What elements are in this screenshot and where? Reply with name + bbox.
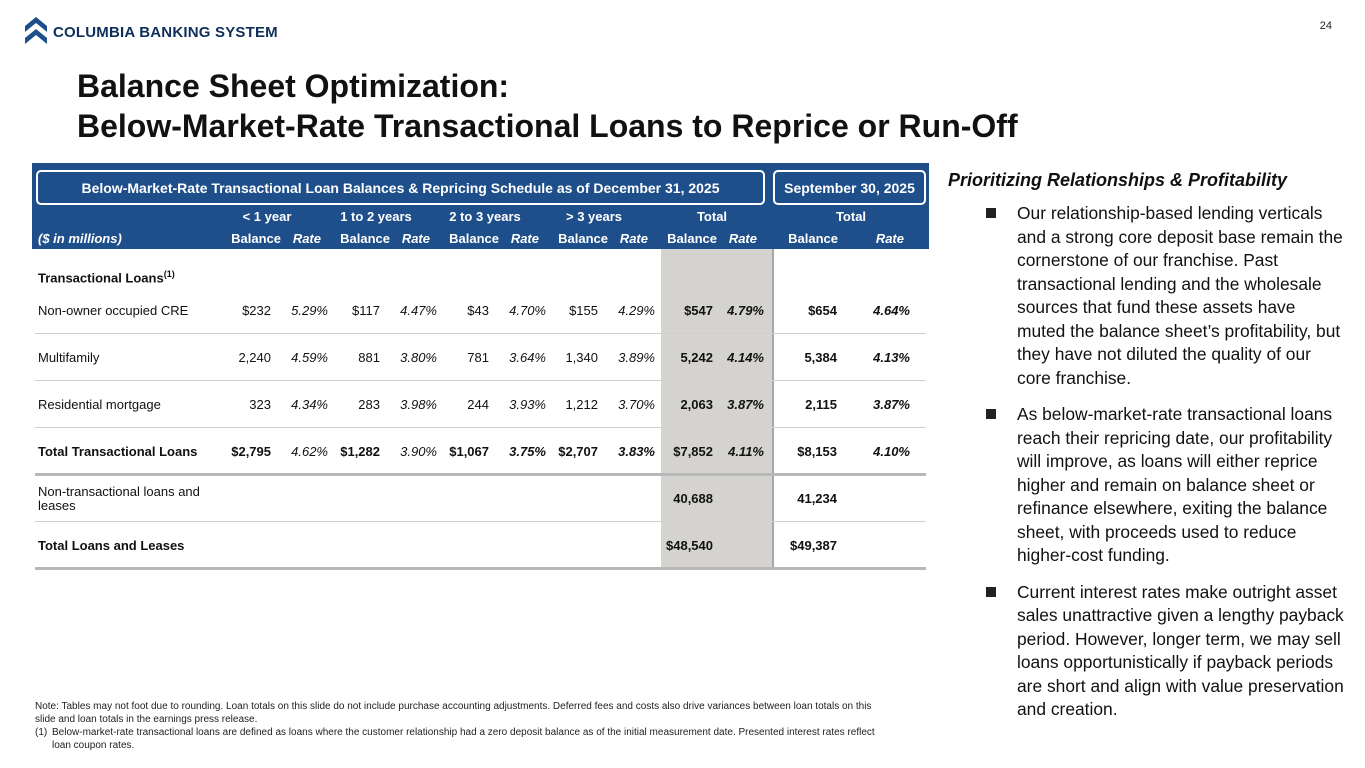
page-title: Balance Sheet Optimization: Below-Market… — [77, 66, 1018, 146]
section-label: Transactional Loans(1) — [38, 269, 175, 286]
row-divider — [35, 473, 926, 476]
subheader-balance: Balance — [558, 231, 608, 246]
brand-name: COLUMBIA BANKING SYSTEM — [53, 23, 278, 41]
total-column-highlight — [661, 249, 772, 569]
subheader-rate: Rate — [510, 231, 539, 246]
group-header-lt1: < 1 year — [242, 209, 292, 224]
table-header-band — [32, 163, 929, 249]
title-line-2: Below-Market-Rate Transactional Loans to… — [77, 108, 1018, 144]
subheader-balance: Balance — [788, 231, 838, 246]
company-logo: COLUMBIA BANKING SYSTEM — [25, 17, 278, 47]
subheader-rate: Rate — [875, 231, 904, 246]
table-main-title: Below-Market-Rate Transactional Loan Bal… — [36, 170, 765, 205]
subheader-rate: Rate — [401, 231, 430, 246]
row-divider — [35, 380, 926, 381]
group-header-gt3: > 3 years — [565, 209, 623, 224]
subheader-rate: Rate — [619, 231, 648, 246]
group-header-2to3: 2 to 3 years — [449, 209, 521, 224]
table-side-title: September 30, 2025 — [773, 170, 926, 205]
row-divider — [35, 333, 926, 334]
subheader-balance: Balance — [667, 231, 717, 246]
group-header-total: Total — [696, 209, 728, 224]
group-header-total-sep: Total — [835, 209, 867, 224]
units-label: ($ in millions) — [38, 231, 122, 246]
side-heading: Prioritizing Relationships & Profitabili… — [948, 170, 1288, 190]
group-header-1to2: 1 to 2 years — [340, 209, 412, 224]
row-divider — [35, 521, 926, 522]
loan-repricing-table: Below-Market-Rate Transactional Loan Bal… — [32, 163, 929, 571]
total-column-separator — [772, 249, 774, 569]
subheader-balance: Balance — [340, 231, 390, 246]
footnotes: Note: Tables may not foot due to roundin… — [35, 700, 995, 752]
subheader-rate: Rate — [292, 231, 321, 246]
square-bullet-icon — [986, 409, 996, 419]
footnote-1: (1) Below-market-rate transactional loan… — [35, 727, 875, 738]
square-bullet-icon — [986, 208, 996, 218]
bullet-item: As below-market-rate transactional loans… — [948, 403, 1348, 568]
side-commentary: Prioritizing Relationships & Profitabili… — [948, 170, 1348, 735]
chevron-logo-icon — [25, 17, 47, 44]
subheader-balance: Balance — [231, 231, 281, 246]
subheader-rate: Rate — [728, 231, 757, 246]
page-number: 24 — [1319, 20, 1332, 32]
subheader-balance: Balance — [449, 231, 499, 246]
square-bullet-icon — [986, 586, 996, 597]
title-line-1: Balance Sheet Optimization: — [77, 68, 510, 104]
bullet-item: Our relationship-based lending verticals… — [948, 202, 1348, 390]
row-divider — [35, 567, 926, 570]
row-divider — [35, 427, 926, 428]
bullet-item: Current interest rates make outright ass… — [948, 581, 1348, 722]
